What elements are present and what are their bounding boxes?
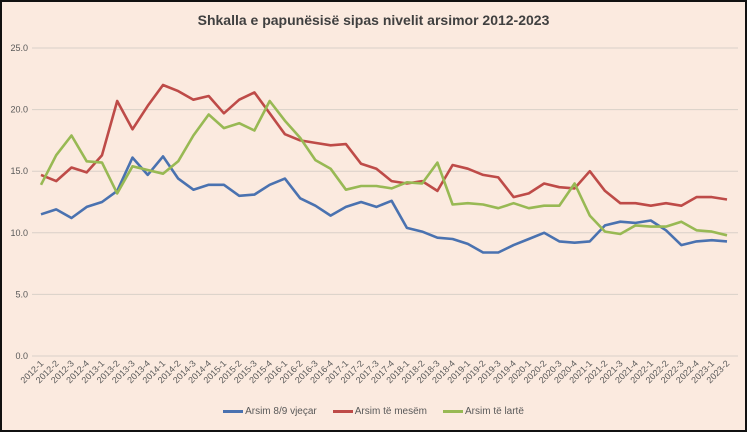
legend-label: Arsim të lartë [465, 406, 524, 417]
y-tick-label: 5.0 [15, 289, 28, 299]
legend-item: Arsim të lartë [443, 406, 524, 417]
legend-label: Arsim 8/9 vjeçar [245, 406, 317, 417]
y-tick-label: 20.0 [10, 105, 28, 115]
y-tick-label: 15.0 [10, 166, 28, 176]
legend-swatch [332, 410, 353, 413]
y-tick-label: 0.0 [15, 351, 28, 361]
legend: Arsim 8/9 vjeçar Arsim të mesëm Arsim të l… [2, 406, 745, 417]
legend-swatch [223, 410, 244, 413]
series-line-0 [40, 155, 728, 254]
y-tick-label: 10.0 [10, 228, 28, 238]
legend-label: Arsim të mesëm [354, 406, 427, 417]
series-line-2 [39, 99, 728, 237]
legend-item: Arsim 8/9 vjeçar [223, 406, 317, 417]
legend-swatch [443, 410, 463, 413]
legend-item: Arsim të mesëm [332, 406, 427, 417]
series-line-1 [40, 83, 728, 207]
chart-title: Shkalla e papunësisë sipas nivelit arsim… [197, 12, 550, 28]
y-tick-label: 25.0 [10, 43, 28, 53]
